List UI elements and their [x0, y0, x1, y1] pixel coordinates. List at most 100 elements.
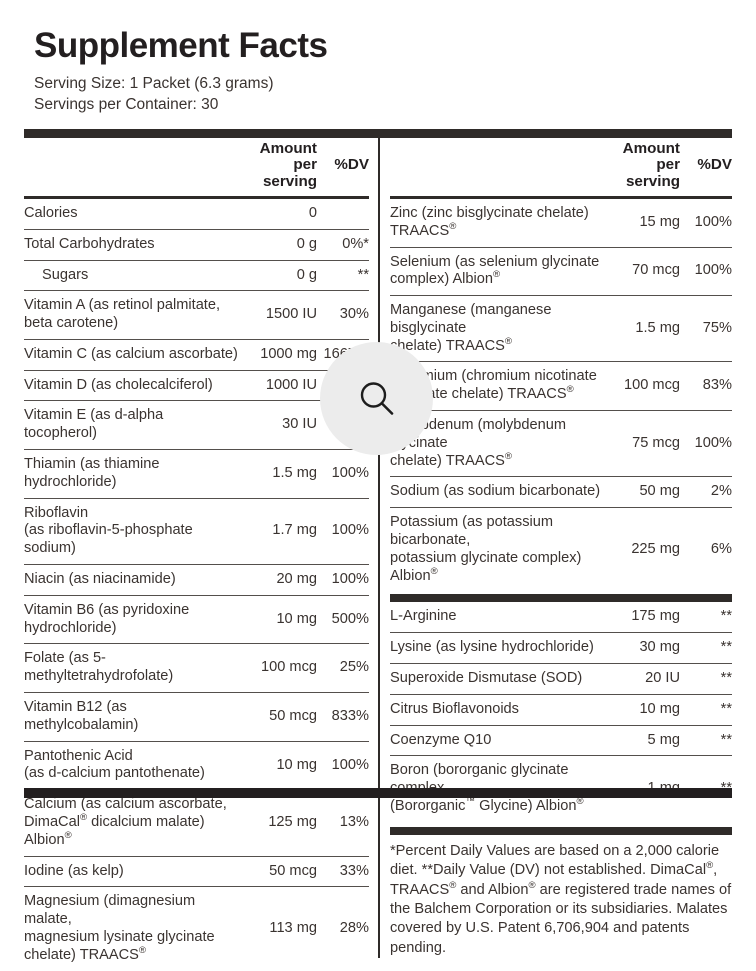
nutrient-dv: **	[680, 694, 732, 726]
nutrient-dv: **	[680, 632, 732, 665]
nutrient-dv: 100%	[680, 247, 732, 297]
left-header-blank	[24, 137, 239, 199]
nutrient-name: Selenium (as selenium glycinate complex) …	[390, 247, 602, 297]
nutrient-name: Total Carbohydrates	[24, 229, 239, 261]
left-header-amount: Amount per serving	[239, 137, 317, 199]
table-row: Iodine (as kelp) 50 mcg 33%	[24, 856, 369, 888]
table-row: Manganese (manganese bisglycinate chelate…	[390, 295, 732, 363]
nutrient-name: Superoxide Dismutase (SOD)	[390, 663, 602, 695]
nutrient-name: Sodium (as sodium bicarbonate)	[390, 476, 602, 509]
nutrient-name: Niacin (as niacinamide)	[24, 564, 239, 596]
nutrient-amount: 70 mcg	[602, 247, 680, 297]
table-row: Niacin (as niacinamide) 20 mg 100%	[24, 564, 369, 596]
table-row: Vitamin B6 (as pyridoxine hydrochloride)…	[24, 595, 369, 645]
nutrient-amount: 1000 mg	[239, 339, 317, 371]
table-row: Potassium (as potassium bicarbonate, pota…	[390, 508, 732, 592]
nutrient-name: Vitamin D (as cholecalciferol)	[24, 370, 239, 402]
table-row: L-Arginine 175 mg **	[390, 602, 732, 634]
table-row: Thiamin (as thiamine hydrochloride) 1.5 m…	[24, 449, 369, 499]
nutrient-amount: 225 mg	[631, 540, 680, 557]
table-row: Vitamin E (as d-alpha tocopherol) 30 IU 10…	[24, 400, 369, 451]
right-header-amount: Amount per serving	[602, 137, 680, 199]
right-column: Amount per serving %DV Zinc (zinc bisgly…	[378, 137, 732, 959]
nutrient-dv: 100%	[680, 410, 732, 478]
nutrient-amount: 30 mg	[602, 632, 680, 665]
nutrient-amount: 5 mg	[602, 725, 680, 757]
nutrient-dv: 0%*	[317, 229, 369, 261]
nutrient-amount: 100 mcg	[602, 361, 680, 412]
nutrient-amount: 100 mcg	[239, 643, 317, 694]
nutrient-amount: 0	[239, 197, 317, 230]
nutrient-amount: 20 mg	[239, 564, 317, 596]
nutrient-amount: 30 IU	[239, 400, 317, 451]
nutrient-name: Citrus Bioflavonoids	[390, 694, 602, 726]
nutrient-dv: 100%	[317, 498, 369, 566]
nutrient-dv: 33%	[317, 856, 369, 888]
nutrient-dv: 13%	[317, 789, 369, 857]
table-row: Folate (as 5-methyltetrahydrofolate) 100 …	[24, 643, 369, 694]
nutrient-dv: 25%	[317, 643, 369, 694]
nutrient-name: Folate (as 5-methyltetrahydrofolate)	[24, 643, 239, 694]
table-row: Pantothenic Acid (as d-calcium pantothena…	[24, 741, 369, 791]
nutrient-dv: 500%	[317, 595, 369, 645]
nutrient-dv: 100%	[317, 741, 369, 791]
left-table-body: Calories 0 Total Carbohydrates 0 g 0%* Sugars…	[24, 197, 369, 970]
table-row: Riboflavin (as riboflavin-5-phosphate sod…	[24, 498, 369, 566]
nutrient-amount: 50 mg	[602, 476, 680, 509]
nutrient-dv: **	[317, 260, 369, 292]
table-row: Vitamin A (as retinol palmitate, beta car…	[24, 290, 369, 340]
nutrient-dv: 6%	[710, 540, 732, 557]
right-table-header-row: Amount per serving %DV	[390, 137, 732, 199]
table-row: Total Carbohydrates 0 g 0%*	[24, 229, 369, 261]
nutrient-name: Coenzyme Q10	[390, 725, 602, 757]
nutrient-amount: 175 mg	[602, 602, 680, 634]
nutrient-amount: 1.7 mg	[239, 498, 317, 566]
table-row: Lysine (as lysine hydrochloride) 30 mg **	[390, 632, 732, 665]
table-row: Calcium (as calcium ascorbate, DimaCal® d…	[24, 789, 369, 857]
nutrient-amount: 0 g	[239, 260, 317, 292]
bottom-bar	[24, 788, 732, 798]
nutrient-amount: 0 g	[239, 229, 317, 261]
nutrient-amount: 1000 IU	[239, 370, 317, 402]
nutrient-name: Vitamin A (as retinol palmitate, beta car…	[24, 290, 239, 340]
nutrient-name: Calcium (as calcium ascorbate, DimaCal® d…	[24, 789, 239, 857]
nutrient-dv: **	[680, 663, 732, 695]
nutrient-dv: 2%	[680, 476, 732, 509]
nutrient-name: Sugars	[24, 260, 239, 292]
nutrient-name: Lysine (as lysine hydrochloride)	[390, 632, 602, 665]
left-header-dv: %DV	[317, 137, 369, 199]
table-row: Chromium (chromium nicotinate glycinate c…	[390, 361, 732, 412]
nutrient-dv: 83%	[680, 361, 732, 412]
supplement-facts-panel: Supplement Facts Serving Size: 1 Packet …	[24, 26, 732, 963]
right-header-dv: %DV	[680, 137, 732, 199]
table-row: Zinc (zinc bisglycinate chelate) TRAACS® 1…	[390, 197, 732, 248]
nutrient-name: Pantothenic Acid (as d-calcium pantothena…	[24, 741, 239, 791]
nutrient-amount: 75 mcg	[602, 410, 680, 478]
serving-size-text: Serving Size: 1 Packet (6.3 grams)	[34, 75, 274, 92]
table-row: Sodium (as sodium bicarbonate) 50 mg 2%	[390, 476, 732, 509]
table-row: Vitamin D (as cholecalciferol) 1000 IU 250…	[24, 370, 369, 402]
nutrition-table: Amount per serving %DV Calories 0 Total Ca…	[24, 128, 732, 971]
nutrient-name: Potassium (as potassium bicarbonate, pota…	[390, 514, 582, 584]
section-divider-bar	[390, 594, 732, 603]
table-row: Coenzyme Q10 5 mg **	[390, 725, 732, 757]
right-facts-table: Amount per serving %DV Zinc (zinc bisgly…	[390, 137, 732, 592]
nutrient-name: Iodine (as kelp)	[24, 856, 239, 888]
nutrient-amount: 125 mg	[239, 789, 317, 857]
nutrient-name: Chromium (chromium nicotinate glycinate c…	[390, 361, 602, 412]
nutrient-amount: 50 mcg	[239, 856, 317, 888]
table-row: Molybdenum (molybdenum glycinate chelate)…	[390, 410, 732, 478]
nutrient-name: Calories	[24, 197, 239, 230]
nutrient-amount: 10 mg	[602, 694, 680, 726]
nutrient-amount: 20 IU	[602, 663, 680, 695]
table-row: Sugars 0 g **	[24, 260, 369, 292]
footnotes-text: *Percent Daily Values are based on a 2,0…	[390, 842, 732, 956]
left-table-header-row: Amount per serving %DV	[24, 137, 369, 199]
table-row: Calories 0	[24, 197, 369, 230]
left-facts-table: Amount per serving %DV Calories 0 Total Ca…	[24, 137, 369, 971]
nutrient-name: Vitamin C (as calcium ascorbate)	[24, 339, 239, 371]
nutrient-dv: 30%	[317, 290, 369, 340]
page-title: Supplement Facts	[34, 26, 328, 65]
nutrient-dv: **	[680, 602, 732, 634]
nutrient-dv: 100%	[680, 197, 732, 248]
